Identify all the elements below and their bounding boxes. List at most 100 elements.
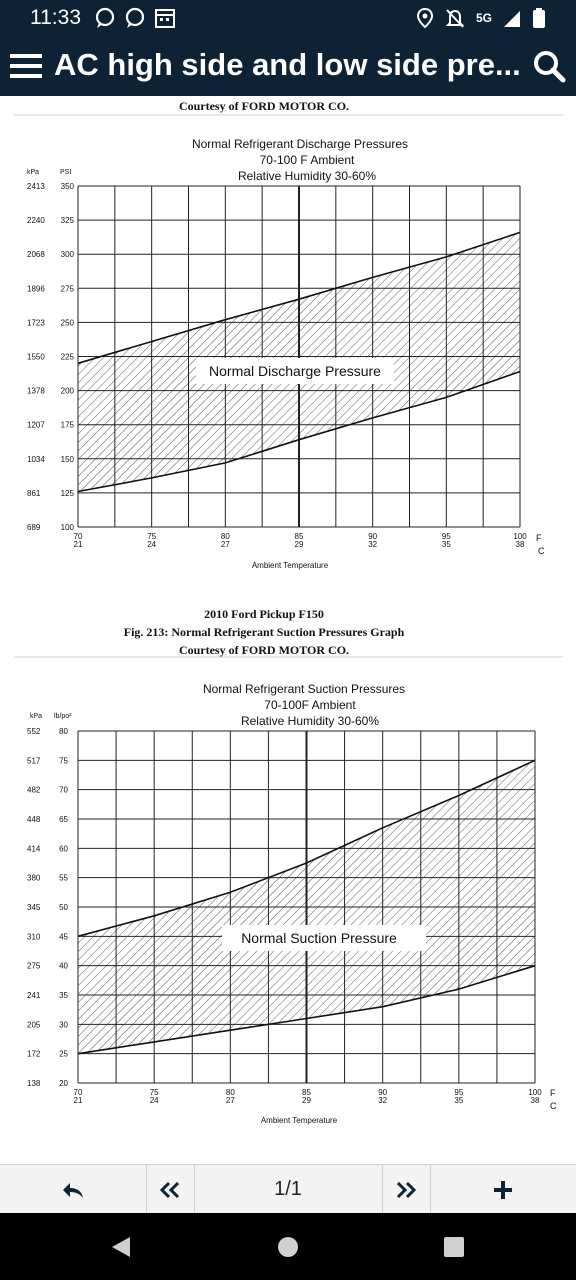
y-tick-kpa: 345 <box>27 903 41 912</box>
y-tick-psi: 75 <box>59 756 68 765</box>
page-title: AC high side and low side pre... <box>54 47 521 82</box>
y-tick-kpa: 482 <box>27 786 41 795</box>
y-tick-kpa: 689 <box>27 523 41 532</box>
chart2-right-unit: lb/po² <box>54 713 72 720</box>
battery-icon <box>533 8 545 28</box>
first-page-button[interactable] <box>146 1165 194 1214</box>
y-tick-psi: 80 <box>59 727 68 736</box>
chart1-band-label: Normal Discharge Pressure <box>209 363 381 379</box>
add-button[interactable] <box>430 1165 576 1214</box>
y-tick-psi: 175 <box>61 421 75 430</box>
square-recent-icon[interactable] <box>443 1235 465 1259</box>
y-tick-kpa: 1550 <box>27 353 45 362</box>
chart1-title-line-3: Relative Humidity 30-60% <box>238 169 376 183</box>
double-chevron-left-icon <box>159 1181 180 1198</box>
y-tick-kpa: 1378 <box>27 387 45 396</box>
chart1-x-unit-f: F <box>536 533 542 543</box>
y-tick-psi: 60 <box>59 844 68 853</box>
y-tick-kpa: 448 <box>27 815 41 824</box>
x-tick-c: 27 <box>226 1096 235 1105</box>
fig1-courtesy: Courtesy of FORD MOTOR CO. <box>179 99 349 113</box>
chart2-band-label-box <box>222 925 426 951</box>
location-icon <box>416 7 433 29</box>
signal-icon <box>504 11 520 27</box>
triangle-back-icon[interactable] <box>110 1235 132 1259</box>
y-tick-psi: 70 <box>59 786 68 795</box>
y-tick-kpa: 2413 <box>27 182 45 191</box>
y-tick-psi: 25 <box>59 1050 68 1059</box>
y-tick-psi: 40 <box>59 962 68 971</box>
y-tick-kpa: 205 <box>27 1020 41 1029</box>
y-tick-psi: 275 <box>61 284 75 293</box>
chart2-left-unit: kPa <box>30 713 42 720</box>
upper-limit-curve <box>77 231 521 365</box>
search-icon[interactable] <box>532 49 566 83</box>
x-tick-c: 35 <box>454 1096 463 1105</box>
system-icons: 5G <box>416 7 546 29</box>
y-tick-psi: 45 <box>59 932 68 941</box>
hamburger-icon[interactable] <box>10 52 42 80</box>
document-toolbar: 1/1 <box>0 1164 576 1214</box>
y-tick-psi: 225 <box>61 353 75 362</box>
x-tick-f: 85 <box>302 1088 311 1097</box>
x-tick-c: 38 <box>531 1096 540 1105</box>
chart2-band-label: Normal Suction Pressure <box>241 930 397 946</box>
chart1-left-unit: kPa <box>27 169 39 176</box>
circle-home-icon[interactable] <box>277 1235 299 1259</box>
y-tick-kpa: 414 <box>27 844 41 853</box>
last-page-button[interactable] <box>382 1165 430 1214</box>
y-tick-kpa: 552 <box>27 727 41 736</box>
y-tick-psi: 20 <box>59 1079 68 1088</box>
chart2-xlabel: Ambient Temperature <box>261 1116 338 1125</box>
y-tick-kpa: 2240 <box>27 216 45 225</box>
y-tick-kpa: 138 <box>27 1079 41 1088</box>
y-tick-psi: 100 <box>61 523 75 532</box>
x-tick-c: 38 <box>516 540 525 549</box>
notification-icons <box>94 7 176 29</box>
chart2-x-unit-f: F <box>550 1088 556 1098</box>
page-number: 1/1 <box>274 1178 302 1200</box>
x-tick-f: 100 <box>513 532 527 541</box>
status-time: 11:33 <box>30 6 81 29</box>
x-tick-f: 80 <box>221 532 230 541</box>
y-tick-psi: 250 <box>61 318 75 327</box>
x-tick-c: 21 <box>74 540 83 549</box>
y-tick-psi: 50 <box>59 903 68 912</box>
y-tick-kpa: 275 <box>27 962 41 971</box>
x-tick-c: 24 <box>150 1096 159 1105</box>
y-tick-psi: 35 <box>59 991 68 1000</box>
document-figures: Courtesy of FORD MOTOR CO. Normal Refrig… <box>14 99 563 1125</box>
app-bar: AC high side and low side pre... <box>0 36 576 96</box>
x-tick-c: 29 <box>295 540 304 549</box>
chart1-xlabel: Ambient Temperature <box>252 561 329 570</box>
x-tick-f: 95 <box>442 532 451 541</box>
suction-pressure-chart: Normal Refrigerant Suction Pressures 70-… <box>27 682 557 1125</box>
reply-arrow-icon <box>63 1182 83 1198</box>
x-tick-f: 80 <box>226 1088 235 1097</box>
chart1-title-line-1: Normal Refrigerant Discharge Pressures <box>192 137 408 151</box>
chart2-title-line-3: Relative Humidity 30-60% <box>241 714 379 728</box>
lower-limit-curve <box>77 964 536 1055</box>
x-tick-c: 32 <box>378 1096 387 1105</box>
x-tick-c: 32 <box>368 540 377 549</box>
back-button[interactable] <box>0 1165 146 1214</box>
chat-bubble-icon <box>95 7 115 28</box>
chart2-title-line-1: Normal Refrigerant Suction Pressures <box>203 682 405 696</box>
y-tick-kpa: 1723 <box>27 318 45 327</box>
mute-bell-icon <box>445 9 465 28</box>
y-tick-kpa: 172 <box>27 1050 41 1059</box>
chart1-right-unit: PSI <box>60 169 71 176</box>
y-tick-kpa: 380 <box>27 874 41 883</box>
x-tick-c: 35 <box>442 540 451 549</box>
x-tick-f: 100 <box>528 1088 542 1097</box>
double-chevron-right-icon <box>396 1181 417 1198</box>
x-tick-f: 90 <box>368 532 377 541</box>
chart2-x-unit-c: C <box>550 1101 557 1111</box>
y-tick-psi: 30 <box>59 1020 68 1029</box>
y-tick-kpa: 1207 <box>27 421 45 430</box>
x-tick-f: 90 <box>378 1088 387 1097</box>
x-tick-c: 29 <box>302 1096 311 1105</box>
page-indicator: 1/1 <box>194 1165 382 1214</box>
document-view[interactable]: Courtesy of FORD MOTOR CO. Normal Refrig… <box>0 96 576 1164</box>
y-tick-kpa: 861 <box>27 489 41 498</box>
